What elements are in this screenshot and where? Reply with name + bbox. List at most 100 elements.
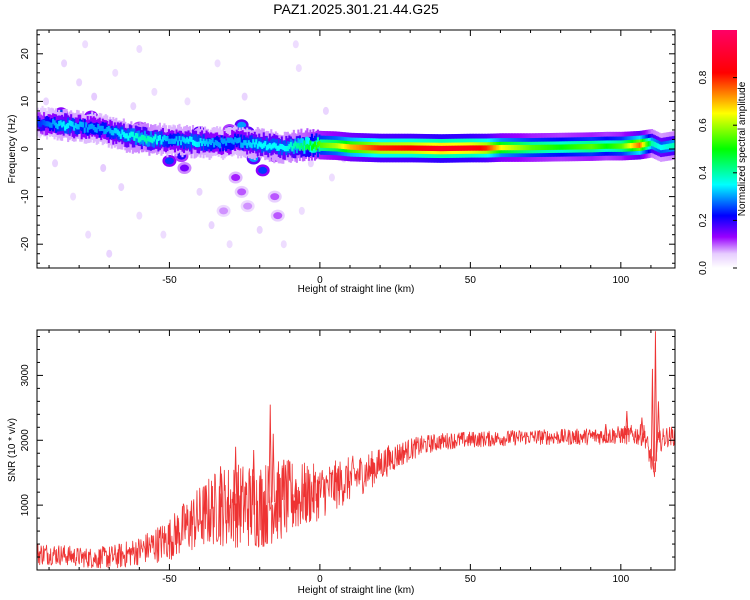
ridge-cell: [143, 136, 146, 142]
y-tick-label: -20: [20, 237, 31, 252]
spectrogram-heatmap: [37, 40, 675, 258]
spectrogram-x-axis-label: Height of straight line (km): [298, 284, 415, 295]
ridge-cell: [352, 144, 356, 150]
ridge-cell: [467, 145, 470, 151]
ridge-cell: [440, 145, 443, 152]
ridge-cell: [392, 145, 395, 151]
ridge-cell: [151, 138, 154, 144]
ridge-cell: [620, 143, 623, 149]
ridge-cell: [194, 141, 198, 147]
ridge-cell: [240, 142, 243, 148]
ridge-cell: [539, 144, 542, 151]
y-tick-label: -10: [20, 189, 31, 204]
ridge-cell: [285, 146, 288, 152]
ridge-cell: [173, 138, 177, 144]
ridge-cell: [61, 122, 64, 128]
ridge-cell: [449, 145, 452, 151]
ridge-cell: [231, 138, 234, 150]
ridge-cell: [163, 134, 166, 141]
ridge-cell: [152, 136, 155, 142]
ridge-cell: [49, 122, 52, 128]
snr-x-ticks: -50 0 50 100: [48, 330, 652, 585]
ridge-cell: [641, 142, 645, 148]
ridge-cell: [98, 125, 101, 132]
ridge-cell: [509, 144, 512, 151]
ridge-cell: [649, 140, 652, 147]
ridge-cell: [342, 143, 345, 149]
ridge-cell: [164, 135, 168, 142]
ridge-cell: [268, 142, 271, 149]
scatter-speck: [112, 68, 119, 77]
ridge-cell: [610, 143, 613, 149]
ridge-cell: [458, 145, 461, 151]
snr-spike: [604, 424, 608, 436]
ridge-cell: [204, 140, 207, 146]
ridge-cell: [68, 122, 71, 134]
ridge-cell: [73, 118, 76, 131]
ridge-cell: [228, 137, 231, 150]
ridge-cell: [330, 142, 333, 149]
x-tick-label: -50: [162, 275, 177, 286]
ridge-cell: [145, 138, 148, 144]
snr-spike: [252, 449, 256, 506]
ridge-cell: [453, 145, 456, 151]
ridge-cell: [140, 134, 143, 141]
colorbar-gradient: [712, 30, 737, 268]
ridge-cell: [595, 143, 598, 150]
ridge-cell: [647, 141, 651, 147]
ridge-cell: [121, 129, 124, 135]
snr-x-axis-label: Height of straight line (km): [298, 585, 415, 596]
ridge-cell: [444, 145, 447, 152]
ridge-cell: [459, 145, 462, 151]
ridge-cell: [291, 146, 294, 152]
ridge-cell: [356, 144, 359, 150]
scatter-speck: [256, 225, 263, 234]
ridge-cell: [44, 121, 47, 127]
blob-core: [237, 188, 247, 196]
ridge-cell: [468, 145, 471, 151]
ridge-cell: [83, 119, 86, 131]
ridge-cell: [193, 140, 196, 146]
ridge-cell: [179, 139, 183, 146]
ridge-cell: [340, 143, 344, 149]
ridge-cell: [142, 134, 145, 146]
ridge-cell: [277, 145, 280, 151]
ridge-cell: [309, 140, 312, 146]
ridge-cell: [625, 143, 628, 149]
ridge-cell: [432, 145, 435, 152]
ridge-cell: [404, 145, 407, 151]
ridge-cell: [322, 142, 326, 148]
ridge-cell: [237, 137, 240, 144]
scatter-speck: [295, 64, 302, 73]
y-tick-label: 20: [20, 48, 31, 60]
ridge-cell: [149, 137, 152, 143]
ridge-cell: [334, 143, 338, 149]
ridge-cell: [377, 145, 380, 151]
ridge-cell: [393, 145, 396, 151]
ridge-cell: [446, 145, 449, 152]
ridge-cell: [92, 125, 95, 131]
scatter-speck: [208, 221, 215, 230]
ridge-cell: [580, 144, 583, 150]
ridge-cell: [407, 145, 410, 151]
scatter-speck: [280, 240, 287, 249]
ridge-cell: [476, 145, 479, 151]
ridge-cell: [328, 142, 332, 149]
ridge-cell: [503, 144, 506, 151]
ridge-cell: [154, 134, 157, 140]
ridge-cell: [226, 137, 229, 149]
ridge-cell: [67, 122, 70, 129]
ridge-cell: [504, 144, 508, 151]
ridge-cell: [119, 126, 122, 139]
ridge-cell: [283, 146, 286, 152]
colorbar-tick-label: 0.0: [698, 261, 709, 275]
scatter-speck: [82, 40, 89, 49]
ridge-cell: [670, 143, 673, 149]
ridge-cell: [250, 142, 253, 149]
ridge-cell: [521, 144, 524, 151]
ridge-cell: [572, 144, 575, 150]
ridge-cell: [462, 145, 465, 151]
snr-spike: [653, 331, 658, 462]
ridge-cell: [50, 122, 53, 128]
ridge-cell: [310, 145, 313, 151]
